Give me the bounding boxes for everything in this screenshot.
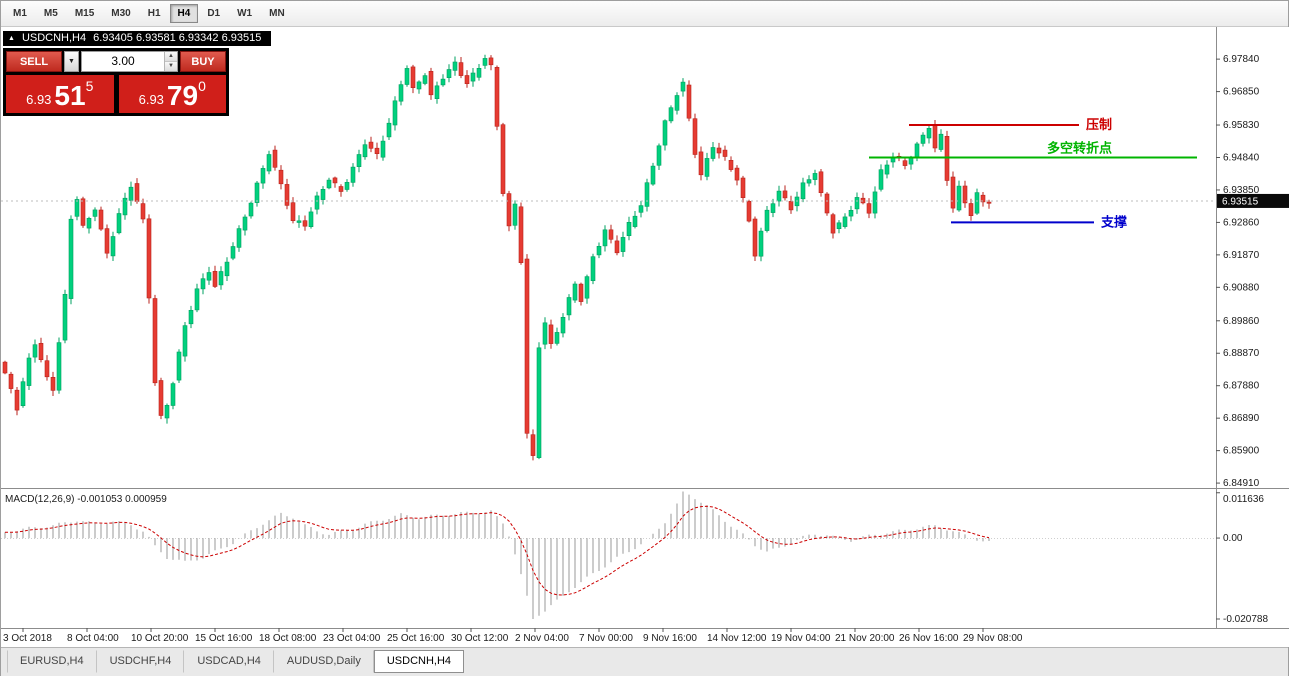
pivot-label: 多空转折点 — [1047, 140, 1112, 155]
chart-symbol-period: USDCNH,H4 — [21, 32, 87, 44]
svg-text:6.90880: 6.90880 — [1223, 282, 1260, 293]
svg-text:6.93850: 6.93850 — [1223, 185, 1260, 196]
buy-price-prefix: 6.93 — [138, 92, 164, 107]
tab-eurusd-h4[interactable]: EURUSD,H4 — [7, 650, 97, 673]
svg-text:6.96850: 6.96850 — [1223, 87, 1260, 98]
sell-price-sup: 5 — [85, 78, 94, 94]
timeframe-button-m30[interactable]: M30 — [103, 4, 138, 23]
order-controls-row: SELL ▼ 3.00 ▲ ▼ BUY — [6, 51, 226, 72]
svg-text:3 Oct 2018: 3 Oct 2018 — [3, 633, 52, 644]
order-options-dropdown[interactable]: ▼ — [64, 51, 79, 72]
svg-text:6.97840: 6.97840 — [1223, 54, 1260, 65]
timeframe-button-mn[interactable]: MN — [261, 4, 293, 23]
svg-text:0.00: 0.00 — [1223, 533, 1243, 544]
svg-text:29 Nov 08:00: 29 Nov 08:00 — [963, 633, 1023, 644]
spinner-up-icon[interactable]: ▲ — [165, 52, 177, 62]
volume-stepper[interactable]: 3.00 ▲ ▼ — [81, 51, 178, 72]
chart-tabs: EURUSD,H4 USDCHF,H4 USDCAD,H4 AUDUSD,Daily U… — [1, 647, 1288, 676]
collapse-icon[interactable]: ▲ — [8, 35, 15, 42]
svg-text:9 Nov 16:00: 9 Nov 16:00 — [643, 633, 697, 644]
svg-text:7 Nov 00:00: 7 Nov 00:00 — [579, 633, 633, 644]
candlestick-series — [2, 54, 992, 461]
buy-price-big: 79 — [166, 80, 199, 111]
support-label: 支撑 — [1100, 214, 1127, 229]
timeframe-button-m1[interactable]: M1 — [5, 4, 35, 23]
chart-background[interactable] — [1, 27, 1289, 647]
macd-indicator-label: MACD(12,26,9) -0.001053 0.000959 — [5, 494, 167, 505]
pane-separators — [1, 27, 1289, 629]
svg-text:0.011636: 0.011636 — [1223, 494, 1264, 505]
price-axis[interactable]: 6.97840 6.96850 6.95830 6.94840 6.93850 6.928… — [1216, 54, 1260, 489]
timeframe-button-m15[interactable]: M15 — [67, 4, 102, 23]
svg-text:8 Oct 04:00: 8 Oct 04:00 — [67, 633, 119, 644]
timeframe-toolbar: M1 M5 M15 M30 H1 H4 D1 W1 MN — [1, 1, 1288, 27]
svg-text:25 Oct 16:00: 25 Oct 16:00 — [387, 633, 445, 644]
svg-text:19 Nov 04:00: 19 Nov 04:00 — [771, 633, 831, 644]
svg-text:6.84910: 6.84910 — [1223, 478, 1260, 489]
svg-text:30 Oct 12:00: 30 Oct 12:00 — [451, 633, 509, 644]
buy-price-display[interactable]: 6.93 79 0 — [118, 75, 226, 113]
svg-text:14 Nov 12:00: 14 Nov 12:00 — [707, 633, 767, 644]
svg-text:6.93515: 6.93515 — [1222, 196, 1259, 207]
svg-text:-0.020788: -0.020788 — [1223, 614, 1268, 625]
svg-text:6.94840: 6.94840 — [1223, 152, 1260, 163]
sell-price-display[interactable]: 6.93 51 5 — [6, 75, 114, 113]
timeframe-button-h4[interactable]: H4 — [169, 4, 199, 23]
chevron-down-icon: ▼ — [68, 58, 75, 65]
time-axis[interactable]: 3 Oct 2018 8 Oct 04:00 10 Oct 20:00 15 Oct … — [3, 628, 1023, 644]
one-click-trading-panel: SELL ▼ 3.00 ▲ ▼ BUY 6.93 51 5 — [3, 48, 229, 116]
tab-audusd-daily[interactable]: AUDUSD,Daily — [274, 650, 374, 673]
svg-text:6.85900: 6.85900 — [1223, 446, 1260, 457]
svg-text:6.88870: 6.88870 — [1223, 348, 1260, 359]
svg-text:10 Oct 20:00: 10 Oct 20:00 — [131, 633, 189, 644]
sell-button[interactable]: SELL — [6, 51, 62, 72]
spinner-down-icon[interactable]: ▼ — [165, 62, 177, 71]
svg-text:18 Oct 08:00: 18 Oct 08:00 — [259, 633, 317, 644]
svg-text:21 Nov 20:00: 21 Nov 20:00 — [835, 633, 895, 644]
svg-text:6.87880: 6.87880 — [1223, 381, 1260, 392]
sell-price-big: 51 — [54, 80, 86, 111]
resistance-label: 压制 — [1086, 117, 1112, 132]
svg-text:6.89860: 6.89860 — [1223, 316, 1260, 327]
timeframe-button-h1[interactable]: H1 — [140, 4, 169, 23]
svg-text:2 Nov 04:00: 2 Nov 04:00 — [515, 633, 569, 644]
price-chart-canvas[interactable]: 6.93515压制多空转折点支撑6.978406.968506.958306.9… — [1, 27, 1289, 647]
timeframe-button-w1[interactable]: W1 — [229, 4, 260, 23]
svg-text:6.92860: 6.92860 — [1223, 217, 1260, 228]
svg-text:6.95830: 6.95830 — [1223, 120, 1260, 131]
timeframe-button-m5[interactable]: M5 — [36, 4, 66, 23]
svg-text:23 Oct 04:00: 23 Oct 04:00 — [323, 633, 381, 644]
timeframe-button-d1[interactable]: D1 — [199, 4, 228, 23]
chart-title-bar: ▲ USDCNH,H4 6.93405 6.93581 6.93342 6.93… — [3, 31, 272, 46]
svg-text:6.91870: 6.91870 — [1223, 250, 1260, 261]
svg-text:6.86890: 6.86890 — [1223, 413, 1260, 424]
chart-area: 6.93515 压制 多空转折点 支撑 6.97840 6.96850 6.95830 6.9… — [1, 27, 1289, 647]
chart-ohlc-values: 6.93405 6.93581 6.93342 6.93515 — [93, 32, 262, 44]
tab-usdchf-h4[interactable]: USDCHF,H4 — [97, 650, 185, 673]
macd-signal-line — [4, 505, 990, 596]
volume-spinner: ▲ ▼ — [164, 52, 177, 71]
buy-price-sup: 0 — [198, 78, 206, 94]
tab-usdcnh-h4[interactable]: USDCNH,H4 — [373, 650, 465, 673]
current-price-badge: 6.93515 — [1217, 193, 1289, 208]
macd-indicator: MACD(12,26,9) -0.001053 0.000959 0.011636… — [1, 491, 1268, 625]
volume-value[interactable]: 3.00 — [111, 54, 135, 68]
price-displays-row: 6.93 51 5 6.93 79 0 — [6, 75, 226, 113]
sell-price-prefix: 6.93 — [26, 92, 52, 107]
tab-usdcad-h4[interactable]: USDCAD,H4 — [184, 650, 274, 673]
svg-text:26 Nov 16:00: 26 Nov 16:00 — [899, 633, 959, 644]
svg-text:15 Oct 16:00: 15 Oct 16:00 — [195, 633, 253, 644]
buy-button[interactable]: BUY — [180, 51, 226, 72]
